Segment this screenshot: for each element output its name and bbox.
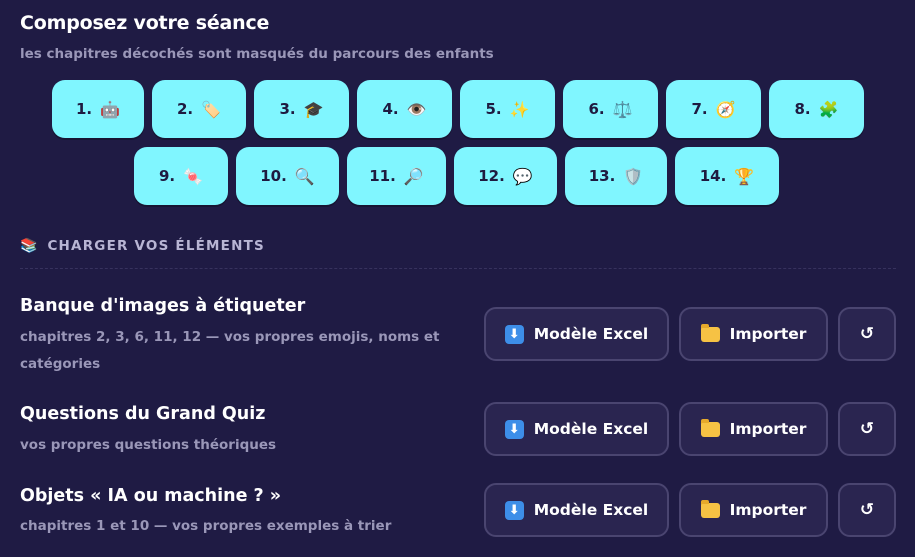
import-button-label: Importer bbox=[729, 420, 807, 438]
robot-icon: 🤖 bbox=[100, 99, 121, 119]
chapter-chip-9[interactable]: 9. 🍬 bbox=[134, 147, 228, 205]
excel-template-button[interactable]: ⬇ Modèle Excel bbox=[484, 402, 669, 456]
chapter-chip-4[interactable]: 4. 👁️ bbox=[357, 80, 452, 138]
import-button-label: Importer bbox=[729, 325, 807, 343]
row-desc-image-bank: chapitres 2, 3, 6, 11, 12 — vos propres … bbox=[20, 329, 440, 372]
balance-scale-icon: ⚖️ bbox=[612, 99, 633, 119]
chapter-number: 7. bbox=[691, 100, 708, 118]
chapter-number: 3. bbox=[279, 100, 296, 118]
row-desc-ai-or-machine: chapitres 1 et 10 — vos propres exemples… bbox=[20, 518, 392, 534]
eye-icon: 👁️ bbox=[406, 99, 427, 119]
label-tag-icon: 🏷️ bbox=[201, 99, 222, 119]
download-arrow-icon: ⬇ bbox=[504, 324, 524, 344]
chapter-number: 5. bbox=[485, 100, 502, 118]
chapter-chip-7[interactable]: 7. 🧭 bbox=[666, 80, 761, 138]
chapter-number: 12. bbox=[478, 167, 505, 185]
excel-button-label: Modèle Excel bbox=[533, 325, 649, 343]
chapter-chip-1[interactable]: 1. 🤖 bbox=[52, 80, 144, 138]
candy-icon: 🍬 bbox=[183, 166, 204, 186]
page-subtitle: les chapitres décochés sont masqués du p… bbox=[20, 46, 494, 62]
excel-button-label: Modèle Excel bbox=[533, 501, 649, 519]
folder-icon bbox=[700, 418, 720, 437]
graduation-cap-icon: 🎓 bbox=[303, 99, 324, 119]
folder-icon bbox=[700, 499, 720, 518]
import-button-label: Importer bbox=[729, 501, 807, 519]
reset-icon: ↺ bbox=[859, 324, 875, 344]
download-arrow-icon: ⬇ bbox=[504, 419, 524, 439]
shield-icon: 🛡️ bbox=[623, 166, 644, 186]
folder-icon bbox=[700, 323, 720, 342]
reset-button[interactable]: ↺ bbox=[838, 483, 896, 537]
reset-button[interactable]: ↺ bbox=[838, 307, 896, 361]
section-label: CHARGER VOS ÉLÉMENTS bbox=[47, 238, 265, 254]
row-desc-quiz: vos propres questions théoriques bbox=[20, 437, 277, 453]
chapter-chips-row-2: 9. 🍬 10. 🔍 11. 🔎 12. 💬 13. 🛡️ 14. 🏆 bbox=[134, 147, 779, 205]
chapter-chip-13[interactable]: 13. 🛡️ bbox=[565, 147, 667, 205]
magnifier-right-icon: 🔎 bbox=[403, 166, 424, 186]
section-header: 📚 CHARGER VOS ÉLÉMENTS bbox=[20, 238, 265, 254]
chapter-chip-3[interactable]: 3. 🎓 bbox=[254, 80, 349, 138]
chapter-number: 14. bbox=[699, 167, 727, 185]
row-title-quiz: Questions du Grand Quiz bbox=[20, 404, 266, 424]
chapter-chip-5[interactable]: 5. ✨ bbox=[460, 80, 555, 138]
excel-template-button[interactable]: ⬇ Modèle Excel bbox=[484, 483, 669, 537]
chapter-chip-10[interactable]: 10. 🔍 bbox=[236, 147, 339, 205]
chapter-chip-6[interactable]: 6. ⚖️ bbox=[563, 80, 658, 138]
excel-template-button[interactable]: ⬇ Modèle Excel bbox=[484, 307, 669, 361]
chapter-number: 4. bbox=[382, 100, 399, 118]
chapter-number: 10. bbox=[260, 167, 287, 185]
reset-icon: ↺ bbox=[859, 500, 875, 520]
puzzle-piece-icon: 🧩 bbox=[818, 99, 839, 119]
chapter-chip-12[interactable]: 12. 💬 bbox=[454, 147, 557, 205]
speech-bubble-icon: 💬 bbox=[512, 166, 533, 186]
trophy-icon: 🏆 bbox=[734, 166, 755, 186]
chapter-number: 9. bbox=[158, 167, 176, 185]
chapter-chip-14[interactable]: 14. 🏆 bbox=[675, 147, 779, 205]
reset-icon: ↺ bbox=[859, 419, 875, 439]
chapter-chips-row-1: 1. 🤖 2. 🏷️ 3. 🎓 4. 👁️ 5. ✨ 6. ⚖️ 7. 🧭 8.… bbox=[52, 80, 864, 138]
chapter-chip-2[interactable]: 2. 🏷️ bbox=[152, 80, 246, 138]
row-title-image-bank: Banque d'images à étiqueter bbox=[20, 296, 306, 316]
section-divider bbox=[20, 268, 896, 269]
books-icon: 📚 bbox=[20, 238, 38, 254]
chapter-chip-11[interactable]: 11. 🔎 bbox=[347, 147, 446, 205]
reset-button[interactable]: ↺ bbox=[838, 402, 896, 456]
import-button[interactable]: Importer bbox=[679, 307, 828, 361]
magnifier-left-icon: 🔍 bbox=[294, 166, 315, 186]
import-button[interactable]: Importer bbox=[679, 402, 828, 456]
chapter-chip-8[interactable]: 8. 🧩 bbox=[769, 80, 864, 138]
excel-button-label: Modèle Excel bbox=[533, 420, 649, 438]
compass-icon: 🧭 bbox=[715, 99, 736, 119]
chapter-number: 6. bbox=[588, 100, 605, 118]
sparkles-icon: ✨ bbox=[509, 99, 530, 119]
chapter-number: 13. bbox=[588, 167, 616, 185]
row-title-ai-or-machine: Objets « IA ou machine ? » bbox=[20, 486, 282, 506]
chapter-number: 11. bbox=[369, 167, 396, 185]
import-button[interactable]: Importer bbox=[679, 483, 828, 537]
chapter-number: 1. bbox=[75, 100, 93, 118]
download-arrow-icon: ⬇ bbox=[504, 500, 524, 520]
chapter-number: 2. bbox=[176, 100, 194, 118]
chapter-number: 8. bbox=[794, 100, 811, 118]
page-title: Composez votre séance bbox=[20, 12, 270, 34]
